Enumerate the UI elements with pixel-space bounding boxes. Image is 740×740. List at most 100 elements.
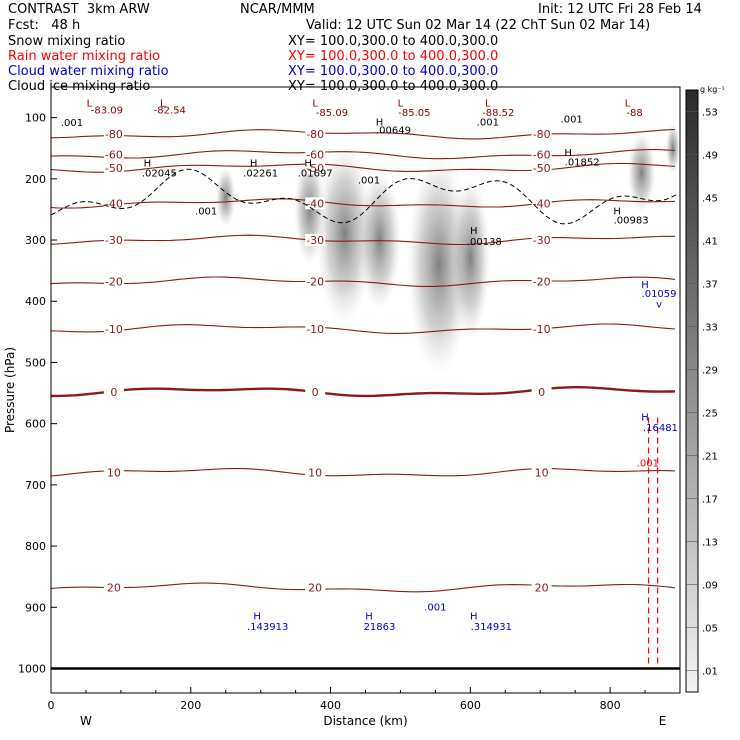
temperature-contour — [51, 323, 676, 334]
contour-label: -10 — [533, 323, 551, 336]
y-tick-label: 400 — [25, 295, 46, 308]
field-annotation: -85.05 — [398, 108, 430, 119]
colorbar-unit: g kg⁻¹ — [700, 85, 725, 94]
contour-label-bg — [531, 275, 552, 288]
x-tick-label: 600 — [460, 699, 481, 712]
field-annotation: .16481 — [643, 423, 678, 434]
contour-label: 0 — [538, 386, 545, 399]
field-annotation: .01852 — [565, 157, 600, 168]
y-tick-label: 600 — [25, 418, 46, 431]
colorbar-label: .17 — [702, 495, 718, 506]
contour-label-bg — [103, 322, 124, 335]
field-annotation: .02045 — [142, 168, 177, 179]
field-annotation: H — [253, 612, 261, 623]
field-annotation: .001 — [424, 602, 446, 613]
field-xy-rain: XY= 100.0,300.0 to 400.0,300.0 — [288, 49, 499, 64]
field-annotation: H — [470, 612, 478, 623]
field-annotation: H — [641, 280, 649, 291]
field-annotation: -82.54 — [154, 105, 186, 116]
contour-label: 0 — [312, 386, 319, 399]
x-tick-label: 400 — [320, 699, 341, 712]
colorbar-label: .45 — [702, 194, 718, 205]
contour-label: -20 — [105, 276, 123, 289]
contour-label: -20 — [306, 276, 324, 289]
field-annotation: H — [304, 159, 312, 170]
contour-label: -30 — [105, 234, 123, 247]
contour-label: 20 — [308, 582, 322, 595]
contour-label-bg — [531, 161, 552, 174]
field-annotation: .001 — [61, 118, 83, 129]
field-annotation: H — [641, 413, 649, 424]
model-title: CONTRAST 3km ARW — [8, 2, 150, 17]
field-annotation: .01697 — [298, 168, 333, 179]
field-annotation: v — [656, 299, 662, 310]
contour-label-bg — [103, 385, 124, 398]
y-tick-label: 700 — [25, 479, 46, 492]
colorbar-label: .41 — [702, 237, 718, 248]
colorbar-label: .21 — [702, 452, 718, 463]
contour-label: -60 — [533, 148, 551, 161]
y-tick-label: 100 — [25, 112, 46, 125]
contour-label-bg — [103, 148, 124, 161]
west-label: W — [80, 714, 92, 728]
y-axis-label: Pressure (hPa) — [3, 347, 17, 433]
colorbar-label: .05 — [702, 624, 718, 635]
field-annotation: L — [87, 99, 93, 110]
contour-label: -30 — [533, 234, 551, 247]
contour-label-bg — [103, 128, 124, 141]
temperature-contour — [51, 128, 676, 140]
temperature-contour — [51, 198, 676, 209]
contour-label: -80 — [306, 128, 324, 141]
temperature-contour — [51, 386, 676, 398]
contour-label: -40 — [105, 197, 123, 210]
contour-label: -50 — [105, 162, 123, 175]
y-tick-label: 800 — [25, 540, 46, 553]
field-annotation: L — [160, 99, 166, 110]
temperature-contour — [51, 582, 676, 593]
contour-label: -60 — [105, 148, 123, 161]
x-axis-label: Distance (km) — [323, 714, 407, 728]
field-xy-cloud-water: XY= 100.0,300.0 to 400.0,300.0 — [288, 64, 499, 79]
field-annotation: L — [398, 99, 404, 110]
field-annotation: .001 — [195, 206, 217, 217]
colorbar-label: .13 — [702, 538, 718, 549]
contour-label-bg — [103, 466, 124, 479]
contour-label: 20 — [535, 582, 549, 595]
contour-label: 10 — [535, 467, 549, 480]
field-annotation: -88.52 — [482, 108, 514, 119]
contour-label: -20 — [533, 276, 551, 289]
snow-shading-blob — [215, 167, 236, 228]
organization: NCAR/MMM — [240, 2, 315, 17]
temperature-contour — [51, 162, 676, 173]
contour-label: -40 — [306, 197, 324, 210]
y-tick-label: 300 — [25, 234, 46, 247]
contour-label: -80 — [105, 128, 123, 141]
contour-label-bg — [305, 234, 326, 247]
field-name-rain: Rain water mixing ratio — [8, 49, 161, 64]
x-tick-label: 800 — [600, 699, 621, 712]
field-annotation: -88 — [626, 108, 642, 119]
colorbar-label: .53 — [702, 108, 718, 119]
field-annotation: .02261 — [243, 168, 278, 179]
colorbar-label: .01 — [702, 667, 718, 678]
field-annotation: .001 — [637, 459, 659, 470]
contour-label-bg — [305, 581, 326, 594]
contour-label-bg — [531, 148, 552, 161]
x-tick-label: 0 — [48, 699, 55, 712]
contour-label-bg — [531, 385, 552, 398]
contour-label-bg — [305, 385, 326, 398]
field-annotation: .314931 — [471, 622, 512, 633]
contour-label-bg — [103, 161, 124, 174]
y-tick-label: 500 — [25, 356, 46, 369]
contour-label-bg — [305, 197, 326, 210]
contour-label-bg — [531, 466, 552, 479]
plot-area: -80 -80 -80-60 -60 -60-50 -50 -50-40 -40 -40-30-… — [51, 123, 680, 670]
field-annotation: .01059 — [642, 289, 677, 300]
contour-label: -80 — [533, 128, 551, 141]
field-xy-snow: XY= 100.0,300.0 to 400.0,300.0 — [288, 34, 499, 49]
field-annotation: .001 — [561, 115, 583, 126]
y-tick-label: 200 — [25, 173, 46, 186]
x-tick-label: 200 — [180, 699, 201, 712]
field-annotation: H — [470, 226, 478, 237]
